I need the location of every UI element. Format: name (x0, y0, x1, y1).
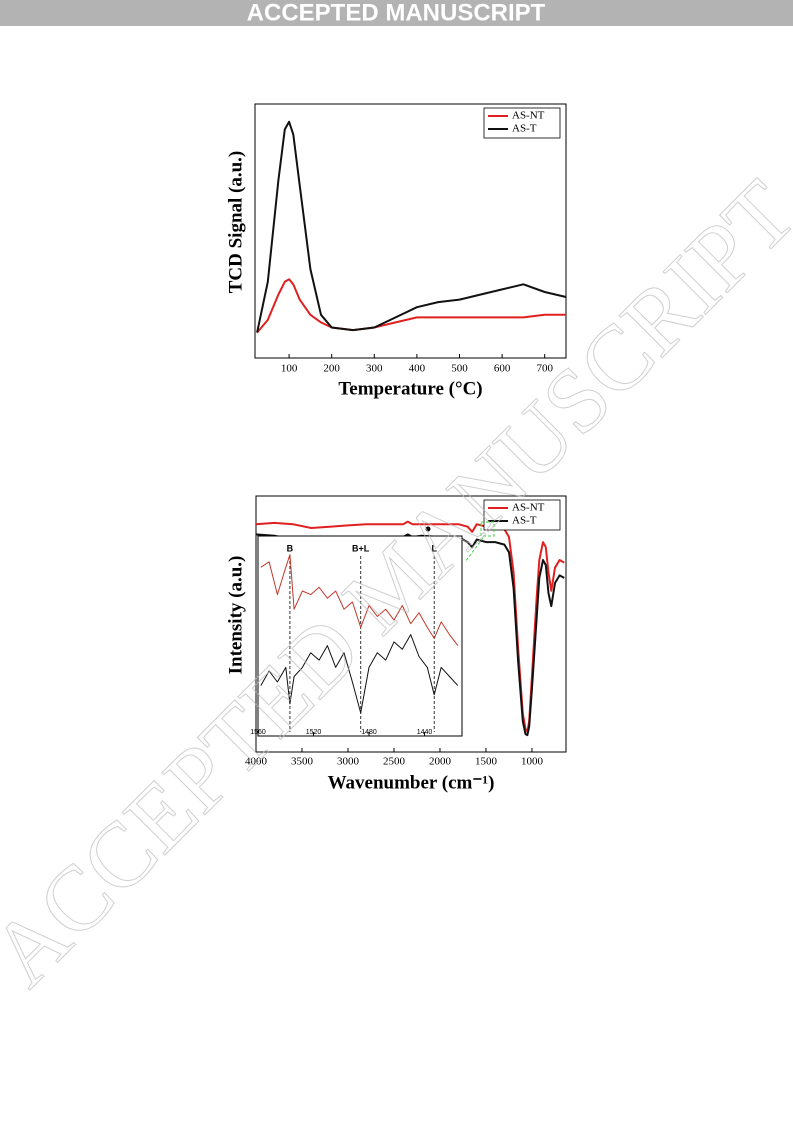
x-tick-label: 200 (323, 363, 340, 375)
marker-label: B+L (352, 543, 370, 553)
series-line (260, 554, 459, 646)
x-tick-label: 500 (451, 363, 468, 375)
x-tick-label: 400 (409, 363, 426, 375)
x-tick-label: 600 (494, 363, 511, 375)
x-tick-label: 4000 (245, 756, 268, 768)
marker-label: L (431, 543, 437, 553)
x-tick-label: 1560 (250, 729, 266, 736)
x-tick-label: 100 (281, 363, 298, 375)
zoom-arrow (464, 537, 484, 563)
x-tick-label: 1480 (361, 729, 377, 736)
header-text: ACCEPTED MANUSCRIPT (247, 0, 546, 26)
legend-box (483, 499, 561, 531)
zoom-box (480, 521, 495, 537)
x-axis-label: Temperature (°C) (338, 378, 482, 399)
legend-label: AS-T (512, 515, 537, 527)
x-tick-label: 2000 (429, 756, 452, 768)
legend-label: AS-T (512, 123, 537, 135)
x-tick-label: 1440 (417, 729, 433, 736)
series-line (260, 634, 459, 714)
dot-marker (425, 526, 431, 532)
inset-frame (257, 535, 463, 737)
series-line (256, 120, 567, 333)
watermark: ACCEPTED MANUSCRIPT (0, 161, 793, 1005)
legend-label: AS-NT (512, 110, 545, 122)
y-axis-label: Intensity (a.u.) (225, 556, 246, 675)
x-tick-label: 300 (366, 363, 383, 375)
y-axis-label: TCD Signal (a.u.) (225, 151, 246, 294)
x-tick-label: 3500 (291, 756, 314, 768)
legend-box (483, 107, 561, 139)
x-axis-label: Wavenumber (cm⁻¹) (328, 772, 495, 793)
x-tick-label: 1000 (521, 756, 544, 768)
x-tick-label: 3000 (337, 756, 360, 768)
header-bar (0, 0, 793, 26)
plot-frame (254, 103, 567, 359)
x-tick-label: 1500 (475, 756, 498, 768)
x-tick-label: 700 (536, 363, 553, 375)
plot-frame (255, 495, 567, 753)
x-tick-label: 1520 (306, 729, 322, 736)
marker-label: B (287, 543, 294, 553)
legend-label: AS-NT (512, 502, 545, 514)
x-tick-label: 2500 (383, 756, 406, 768)
series-line (256, 278, 566, 334)
